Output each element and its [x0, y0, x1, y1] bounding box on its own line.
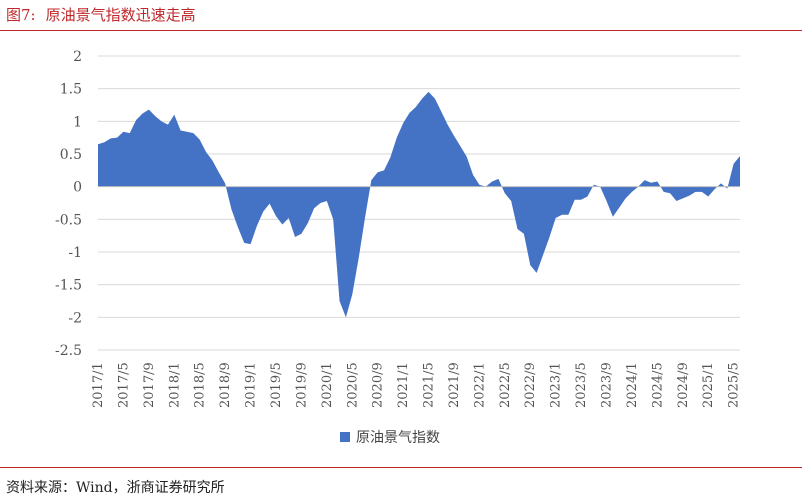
x-tick-label: 2025/5: [727, 362, 742, 408]
x-tick-label: 2023/1: [549, 362, 564, 408]
x-tick-label: 2017/9: [142, 362, 157, 408]
title-rule: [0, 30, 802, 31]
x-tick-label: 2022/9: [523, 362, 538, 408]
y-tick-label: 0: [73, 180, 82, 196]
x-tick-label: 2021/9: [447, 362, 462, 408]
x-tick-label: 2018/5: [193, 362, 208, 408]
footer-rule: [0, 467, 802, 468]
x-tick-label: 2017/1: [91, 362, 106, 408]
x-tick-label: 2020/1: [320, 362, 335, 408]
x-tick-label: 2024/9: [676, 362, 691, 408]
x-tick-label: 2017/5: [116, 362, 131, 408]
legend-swatch: [340, 432, 350, 442]
x-tick-label: 2019/5: [269, 362, 284, 408]
y-tick-label: -1: [68, 245, 82, 261]
y-tick-label: -0.5: [55, 212, 82, 228]
x-axis-ticks: 2017/1 2017/5 2017/9 2018/1 2018/5 2018/9 2019…: [91, 362, 742, 408]
x-tick-label: 2018/1: [167, 362, 182, 408]
x-tick-label: 2019/1: [244, 362, 259, 408]
x-tick-label: 2022/5: [498, 362, 513, 408]
source-note: 资料来源：Wind，浙商证券研究所: [6, 480, 225, 496]
x-tick-label: 2021/5: [422, 362, 437, 408]
x-tick-label: 2021/1: [396, 362, 411, 408]
x-tick-label: 2023/9: [600, 362, 615, 408]
figure-title-text: 原油景气指数迅速走高: [45, 6, 196, 24]
y-tick-label: -2: [68, 310, 82, 326]
x-tick-label: 2025/1: [701, 362, 716, 408]
y-axis-ticks: 2 1.5 1 0.5 0 -0.5 -1 -1.5 -2 -2.5: [55, 49, 82, 359]
y-tick-label: -2.5: [55, 343, 82, 359]
y-tick-label: 1.5: [60, 82, 82, 98]
x-tick-label: 2024/5: [650, 362, 665, 408]
x-tick-label: 2024/1: [625, 362, 640, 408]
x-tick-label: 2019/9: [294, 362, 309, 408]
x-tick-label: 2023/5: [574, 362, 589, 408]
figure-number: 图7:: [6, 6, 36, 24]
legend: 原油景气指数: [340, 427, 440, 447]
y-tick-label: 0.5: [60, 147, 82, 163]
y-tick-label: 2: [73, 49, 82, 65]
y-tick-label: 1: [73, 114, 82, 130]
x-tick-label: 2020/9: [371, 362, 386, 408]
series-area: [98, 91, 740, 318]
figure-title: 图7: 原油景气指数迅速走高: [6, 4, 196, 25]
x-tick-label: 2020/5: [345, 362, 360, 408]
y-tick-label: -1.5: [55, 278, 82, 294]
x-tick-label: 2022/1: [472, 362, 487, 408]
area-chart: 21.510.50-0.5-1-1.5-2-2.5 2017/1 2017/5 20…: [55, 49, 742, 408]
gridlines: [98, 55, 740, 351]
legend-label: 原油景气指数: [356, 430, 440, 446]
x-tick-label: 2018/9: [218, 362, 233, 408]
